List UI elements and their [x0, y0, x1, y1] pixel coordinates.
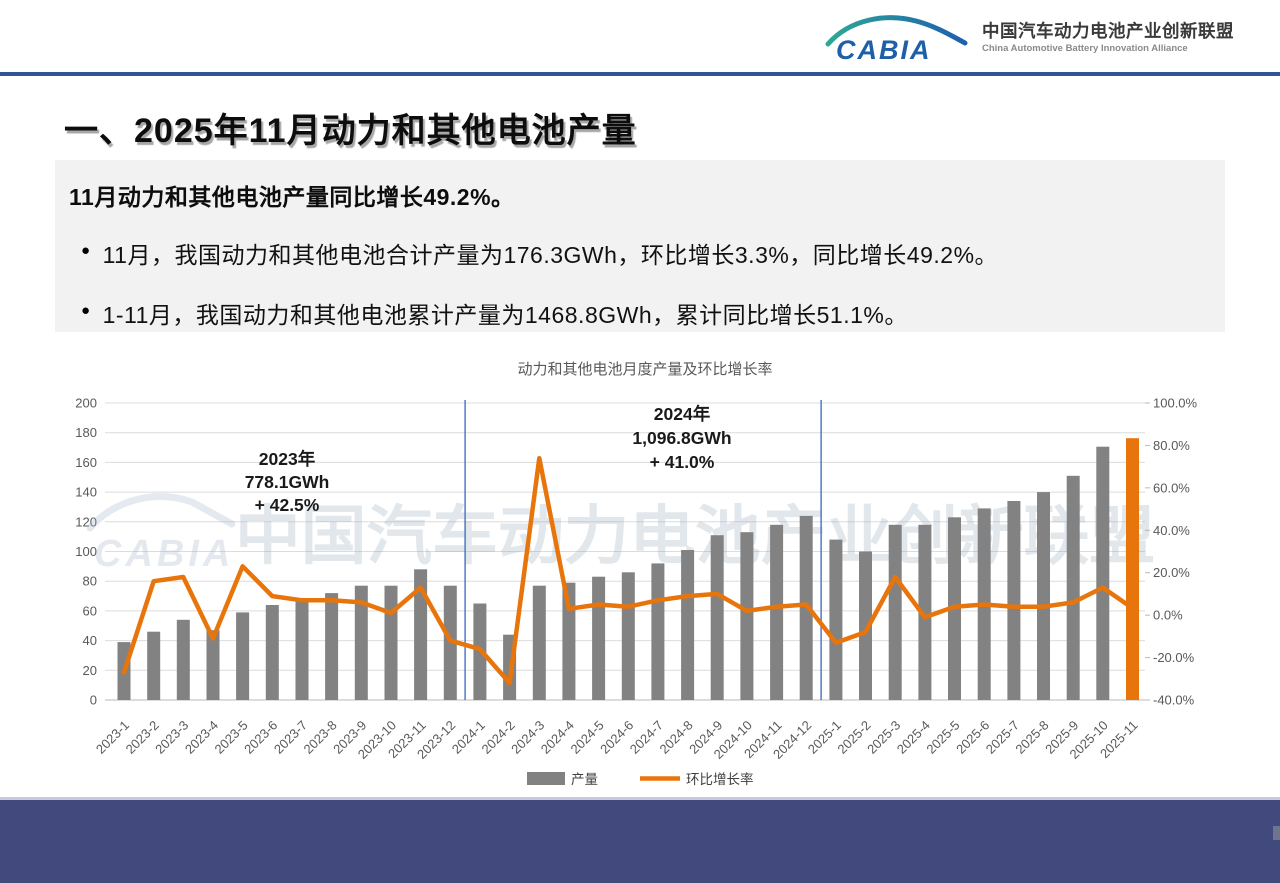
bar-2023-9 [354, 585, 368, 700]
right-axis-tick: 40.0% [1153, 523, 1190, 538]
svg-text:中国汽车动力电池产业创新联盟: 中国汽车动力电池产业创新联盟 [235, 500, 1155, 572]
bar-2023-8 [325, 593, 339, 700]
left-axis-tick: 160 [75, 455, 97, 470]
watermark-logo: CABIA [86, 493, 236, 575]
org-name-en: China Automotive Battery Innovation Alli… [982, 43, 1188, 54]
bar-2025-10 [1096, 446, 1110, 700]
logo-word: CABIA [836, 35, 932, 64]
header-divider [0, 72, 1280, 76]
svg-text:环比增长率: 环比增长率 [686, 771, 754, 787]
bar-2023-3 [176, 619, 190, 700]
footer-notch [1273, 826, 1280, 840]
bar-2025-9 [1066, 475, 1080, 700]
bar-2023-5 [236, 612, 250, 700]
production-chart: 动力和其他电池月度产量及环比增长率 0 20 40 60 80 100 120 140 160 18… [0, 348, 1280, 803]
bar-2023-2 [147, 631, 161, 700]
header-logo: CABIA 中国汽车动力电池产业创新联盟 China Automotive Ba… [820, 12, 1234, 64]
car-swoosh-icon [825, 15, 968, 47]
bar-2025-8 [1037, 492, 1050, 700]
bar-2024-3 [532, 585, 546, 700]
right-axis-tick: 100.0% [1153, 396, 1198, 411]
svg-text:CABIA: CABIA [94, 533, 234, 575]
bar-2024-8 [681, 550, 695, 700]
left-axis-tick: 60 [83, 603, 97, 618]
left-axis-tick: 120 [75, 514, 97, 529]
left-axis-tick: 20 [83, 663, 97, 678]
bar-2024-6 [621, 572, 635, 700]
bullet-icon: ● [81, 302, 91, 319]
bar-2023-4 [206, 630, 220, 700]
page-title: 一、2025年11月动力和其他电池产量 [64, 112, 637, 150]
left-axis-tick: 40 [83, 633, 97, 648]
cabia-logo-icon: CABIA [825, 15, 968, 64]
bar-2023-11 [414, 569, 428, 700]
footer-divider [0, 797, 1280, 800]
org-text: 中国汽车动力电池产业创新联盟 China Automotive Battery … [982, 21, 1234, 55]
bullet-text: 11月，我国动力和其他电池合计产量为176.3GWh，环比增长3.3%，同比增长… [102, 242, 999, 268]
annotation: + 42.5% [255, 495, 320, 515]
right-axis-tick: -20.0% [1153, 650, 1195, 665]
chart-legend: 产量 环比增长率 [527, 771, 754, 787]
bar-2023-10 [384, 585, 398, 700]
bar-2023-6 [265, 605, 279, 700]
right-axis-tick: 60.0% [1153, 480, 1190, 495]
bar-2023-7 [295, 599, 309, 700]
bar-2025-3 [888, 524, 902, 700]
left-axis-tick: 80 [83, 574, 97, 589]
svg-text:产量: 产量 [571, 772, 598, 787]
left-axis-tick: 140 [75, 485, 97, 500]
right-axis-tick: 80.0% [1153, 438, 1190, 453]
annotation: 2023年 [259, 449, 316, 469]
summary-box: 11月动力和其他电池产量同比增长49.2%。 ● 11月，我国动力和其他电池合计… [55, 160, 1225, 332]
annotation: + 41.0% [650, 452, 715, 472]
growth-line [121, 455, 1135, 686]
bullet-item: ● 11月，我国动力和其他电池合计产量为176.3GWh，环比增长3.3%，同比… [81, 236, 1211, 270]
bar-2024-4 [562, 582, 576, 700]
chart-title: 动力和其他电池月度产量及环比增长率 [517, 361, 772, 378]
right-axis-tick: -40.0% [1153, 693, 1195, 708]
bullet-item: ● 1-11月，我国动力和其他电池累计产量为1468.8GWh，累计同比增长51… [81, 296, 1211, 330]
bar-2025-1 [829, 539, 843, 700]
annotation: 778.1GWh [245, 472, 330, 492]
bullet-icon: ● [81, 242, 91, 259]
bar-2024-7 [651, 563, 665, 700]
right-axis-tick: 0.0% [1153, 608, 1183, 623]
annotation: 2024年 [654, 404, 711, 424]
left-axis-tick: 180 [75, 425, 97, 440]
bar-2024-9 [710, 535, 724, 700]
summary-headline: 11月动力和其他电池产量同比增长49.2%。 [69, 184, 515, 210]
footer-bar [0, 800, 1280, 883]
right-axis-tick: 20.0% [1153, 565, 1190, 580]
bar-2025-2 [859, 551, 872, 700]
annotation: 1,096.8GWh [632, 428, 731, 448]
left-axis-tick: 200 [75, 396, 97, 411]
bar-2024-11 [770, 524, 784, 700]
bar-2024-10 [740, 532, 754, 700]
bar-2025-7 [1007, 501, 1021, 700]
watermark: 中国汽车动力电池产业创新联盟 [235, 500, 1155, 572]
bar-2024-5 [592, 576, 606, 700]
bar-2025-11 [1126, 438, 1139, 700]
bullet-text: 1-11月，我国动力和其他电池累计产量为1468.8GWh，累计同比增长51.1… [102, 302, 908, 328]
left-axis-tick: 0 [90, 693, 97, 708]
left-axis-tick: 100 [75, 544, 97, 559]
org-name-zh: 中国汽车动力电池产业创新联盟 [982, 21, 1234, 42]
bar-2025-4 [918, 524, 932, 700]
